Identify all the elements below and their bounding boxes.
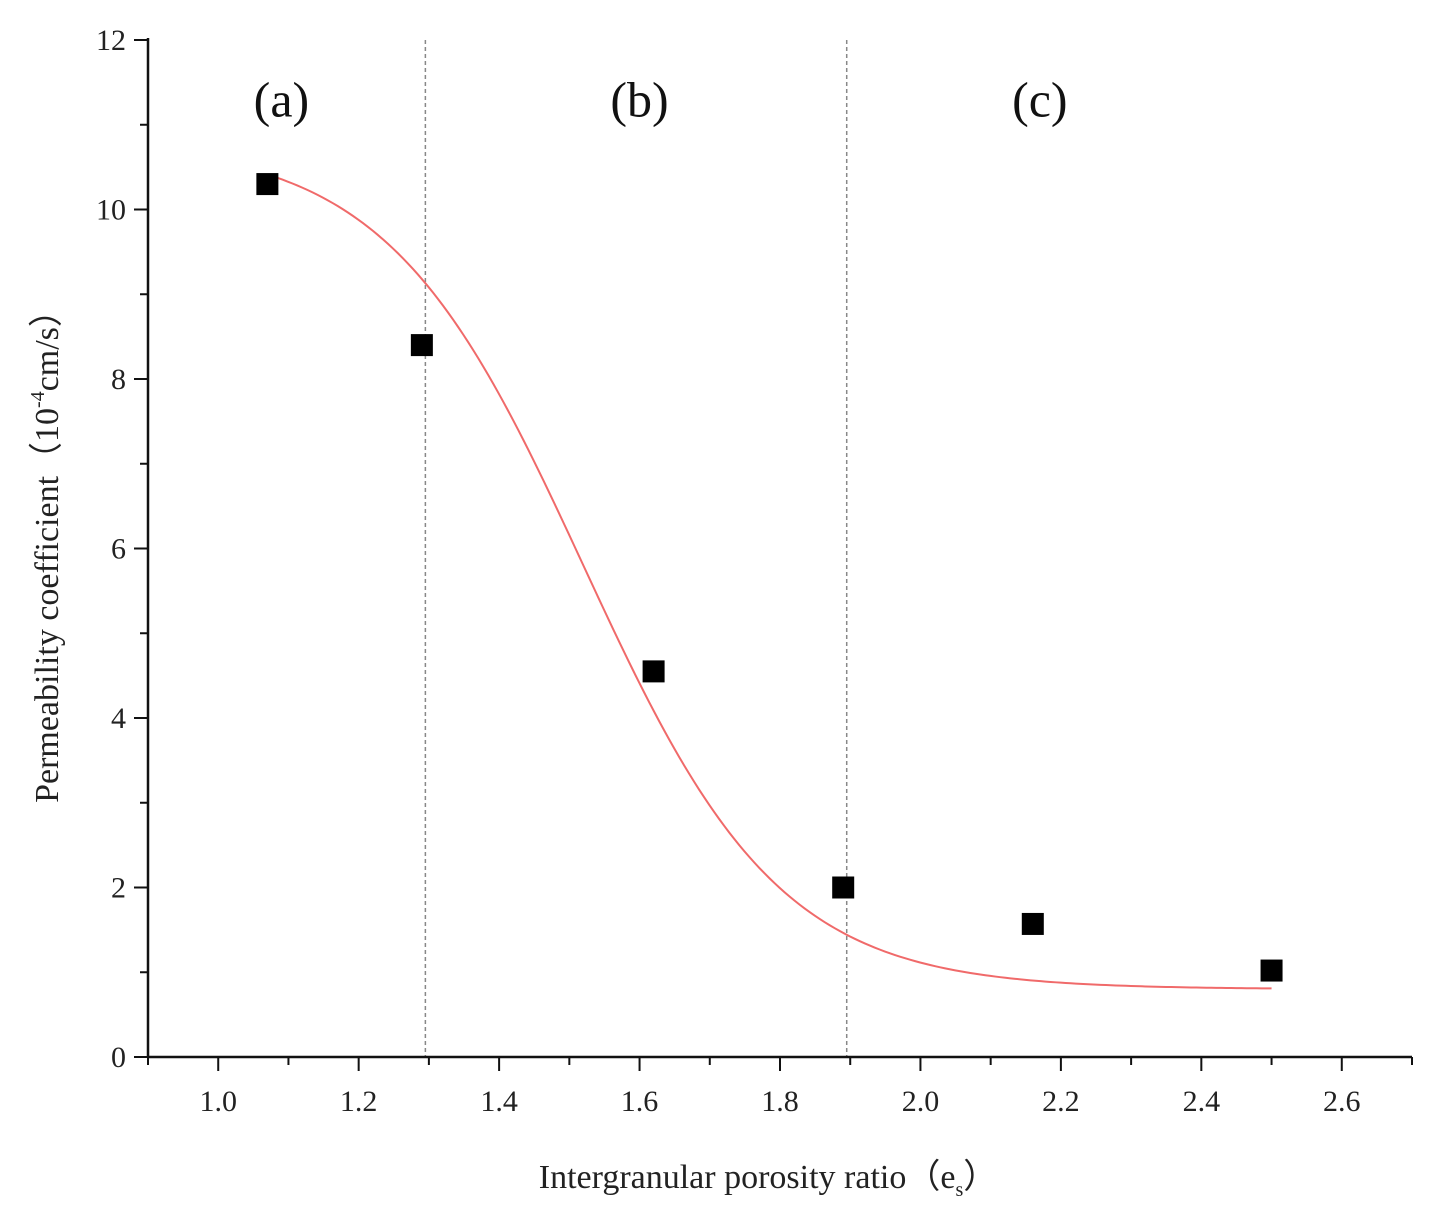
fit-curve-layer <box>267 173 1272 990</box>
data-point-4 <box>832 876 855 899</box>
y-tick-label: 6 <box>111 533 126 566</box>
y-tick-label: 8 <box>111 363 126 396</box>
data-point-6 <box>1260 959 1283 982</box>
y-axis-title: Permeability coefficient（10-4cm/s） <box>27 293 66 803</box>
fit-curve <box>267 173 1272 990</box>
x-tick-label: 2.0 <box>902 1085 940 1118</box>
divider-lines <box>424 40 848 1057</box>
data-point-2 <box>410 334 433 357</box>
data-points <box>256 173 1283 982</box>
data-point-3 <box>642 660 665 683</box>
x-axis-title: Intergranular porosity ratio（es） <box>539 1158 997 1201</box>
region-label-1: (a) <box>254 71 310 127</box>
x-tick-label: 2.6 <box>1323 1085 1361 1118</box>
x-tick-label: 1.4 <box>480 1085 518 1118</box>
x-tick-label: 1.8 <box>761 1085 799 1118</box>
data-point-5 <box>1021 912 1044 935</box>
x-tick-label: 2.2 <box>1042 1085 1080 1118</box>
x-tick-label: 2.4 <box>1183 1085 1221 1118</box>
region-label-3: (c) <box>1012 71 1068 127</box>
y-tick-label: 10 <box>96 194 126 227</box>
region-labels: (a) (b) (c) <box>254 71 1068 127</box>
y-tick-label: 12 <box>96 24 126 57</box>
x-tick-label: 1.6 <box>621 1085 659 1118</box>
y-tick-label: 2 <box>111 872 126 905</box>
y-tick-label: 4 <box>111 702 126 735</box>
axes: 1.0 1.2 1.4 1.6 1.8 2.0 2.2 2.4 2.6 0 2 4 6 8 10 12 <box>96 24 1413 1118</box>
data-point-1 <box>256 173 279 196</box>
y-tick-label: 0 <box>111 1041 126 1074</box>
region-label-2: (b) <box>610 71 668 127</box>
x-tick-label: 1.0 <box>199 1085 237 1118</box>
x-tick-label: 1.2 <box>340 1085 378 1118</box>
